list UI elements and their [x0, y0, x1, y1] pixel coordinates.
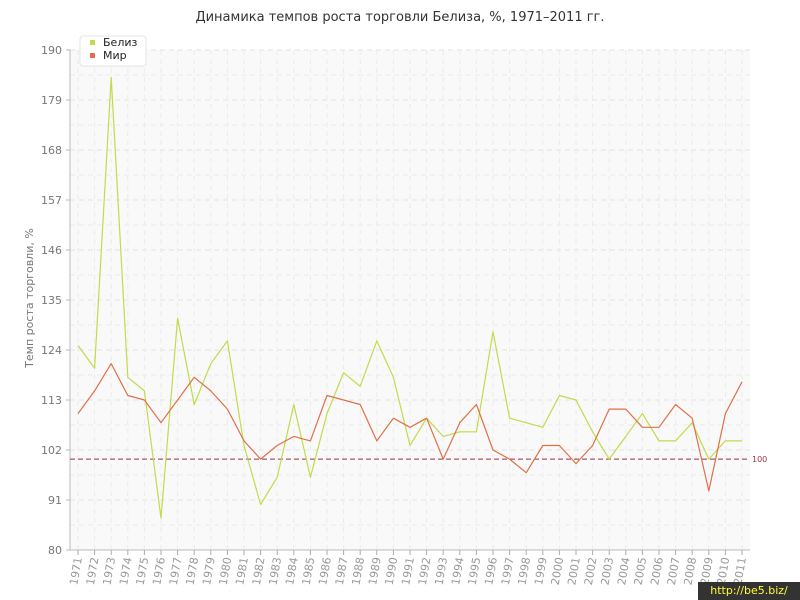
- y-axis: 80 91 102 113 124 135 146 157 168 179 190: [41, 44, 71, 557]
- legend-label-1: Белиз: [103, 36, 137, 49]
- series-lines: [77, 76, 743, 519]
- reference-line: 100: [70, 455, 767, 464]
- x-tick-label: 1998: [515, 556, 533, 586]
- x-tick-label: 2009: [698, 556, 716, 586]
- chart-title: Динамика темпов роста торговли Белиза, %…: [195, 10, 604, 25]
- x-tick-label: 1981: [233, 556, 251, 586]
- y-tick-label: 102: [41, 444, 62, 457]
- x-tick-label: 1972: [84, 556, 102, 586]
- x-tick-label: 1973: [100, 556, 118, 586]
- x-tick-label: 1974: [117, 556, 135, 586]
- x-tick-label: 1979: [200, 556, 218, 586]
- y-tick-label: 91: [48, 494, 62, 507]
- y-tick-label: 190: [41, 44, 62, 57]
- reference-line-label: 100: [752, 455, 767, 464]
- x-axis: 1971197219731974197519761977197819791980…: [67, 549, 750, 586]
- x-tick-label: 1983: [266, 556, 284, 586]
- y-axis-label: Темп роста торговли, %: [23, 228, 36, 369]
- x-tick-label: 2011: [731, 556, 749, 586]
- y-tick-label: 113: [41, 394, 62, 407]
- y-tick-label: 146: [41, 244, 62, 257]
- x-tick-label: 1988: [349, 556, 367, 586]
- x-tick-label: 1977: [167, 556, 185, 586]
- x-tick-label: 1975: [134, 556, 152, 586]
- x-tick-label: 1986: [316, 556, 334, 586]
- y-tick-label: 179: [41, 94, 62, 107]
- y-tick-label: 157: [41, 194, 62, 207]
- x-tick-label: 1999: [532, 556, 550, 586]
- x-tick-label: 1985: [300, 556, 318, 586]
- x-tick-label: 1987: [333, 556, 351, 586]
- x-tick-label: 2005: [632, 556, 650, 586]
- x-tick-label: 1994: [449, 556, 467, 586]
- legend-swatch-1: [90, 40, 95, 45]
- x-tick-label: 1989: [366, 556, 384, 586]
- x-tick-label: 2010: [715, 556, 733, 586]
- legend-swatch-2: [90, 53, 95, 58]
- x-tick-label: 1991: [399, 556, 417, 586]
- x-tick-label: 1976: [150, 556, 168, 586]
- x-tick-label: 2000: [549, 556, 567, 586]
- x-tick-label: 2004: [615, 556, 633, 586]
- legend-label-2: Мир: [103, 49, 127, 62]
- x-tick-label: 1997: [499, 556, 517, 586]
- x-tick-label: 2002: [582, 556, 600, 586]
- series-line-1: [77, 76, 742, 519]
- y-tick-label: 135: [41, 294, 62, 307]
- x-tick-label: 1978: [183, 556, 201, 586]
- y-tick-label: 168: [41, 144, 62, 157]
- x-tick-label: 1996: [482, 556, 500, 586]
- legend-box: [79, 35, 147, 67]
- x-tick-label: 2003: [598, 556, 616, 586]
- watermark: http://be5.biz/: [698, 582, 800, 600]
- series-line-2: [77, 363, 743, 492]
- x-tick-label: 1990: [383, 556, 401, 586]
- x-tick-label: 1995: [466, 556, 484, 586]
- x-tick-label: 1992: [416, 556, 434, 586]
- x-tick-label: 2007: [665, 556, 683, 586]
- x-tick-label: 1984: [283, 556, 301, 586]
- y-tick-label: 124: [41, 344, 62, 357]
- y-tick-label: 80: [48, 544, 62, 557]
- x-tick-label: 2008: [681, 556, 699, 586]
- x-tick-label: 2006: [648, 556, 666, 586]
- x-tick-label: 1980: [217, 556, 235, 586]
- x-tick-label: 1971: [67, 556, 85, 586]
- grid-lines: [70, 49, 750, 550]
- x-tick-label: 1993: [432, 556, 450, 586]
- x-tick-label: 2001: [565, 556, 583, 586]
- x-tick-label: 1982: [250, 556, 268, 586]
